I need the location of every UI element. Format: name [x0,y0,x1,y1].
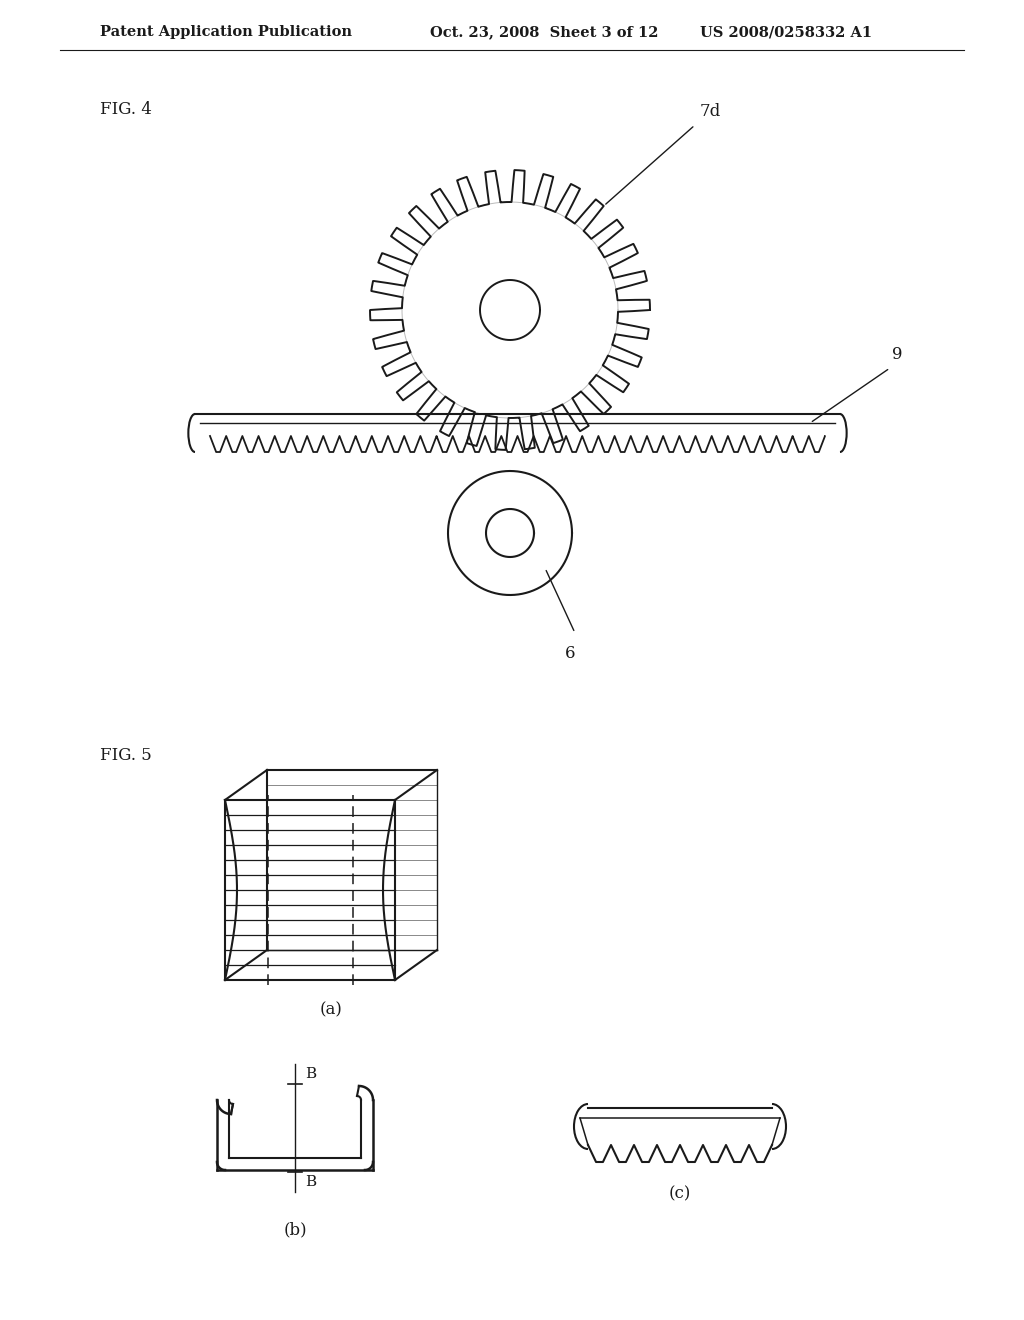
Text: (b): (b) [284,1221,307,1238]
Text: B: B [305,1175,316,1189]
Text: (c): (c) [669,1185,691,1203]
Text: Patent Application Publication: Patent Application Publication [100,25,352,40]
Text: FIG. 4: FIG. 4 [100,102,152,119]
Text: (a): (a) [319,1002,342,1019]
Text: 9: 9 [892,346,902,363]
Text: B: B [305,1067,316,1081]
Text: Oct. 23, 2008  Sheet 3 of 12: Oct. 23, 2008 Sheet 3 of 12 [430,25,658,40]
Text: US 2008/0258332 A1: US 2008/0258332 A1 [700,25,872,40]
Text: 7d: 7d [700,103,721,120]
Text: 6: 6 [565,645,575,663]
Text: FIG. 5: FIG. 5 [100,747,152,763]
